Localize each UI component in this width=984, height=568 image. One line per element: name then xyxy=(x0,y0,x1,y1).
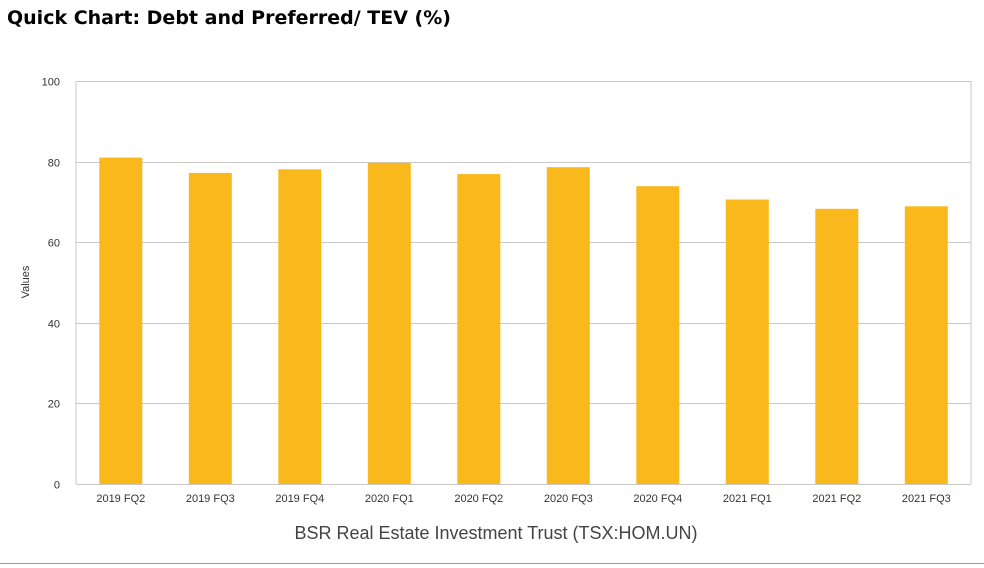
bar xyxy=(367,162,411,485)
y-tick-label: 100 xyxy=(42,77,60,89)
bar xyxy=(904,206,948,485)
chart-title: Quick Chart: Debt and Preferred/ TEV (%) xyxy=(7,7,451,29)
bar xyxy=(99,157,143,484)
x-tick-label: 2020 FQ1 xyxy=(365,493,414,505)
bottom-divider xyxy=(0,563,984,564)
x-tick-label: 2020 FQ4 xyxy=(633,493,682,505)
x-tick-labels: 2019 FQ2 2019 FQ3 2019 FQ4 2020 FQ1 2020 FQ2… xyxy=(96,493,950,505)
y-axis-label: Values xyxy=(20,265,32,298)
y-tick-label: 80 xyxy=(48,158,60,170)
x-tick-label: 2021 FQ3 xyxy=(902,493,951,505)
y-tick-labels: 0 20 40 60 80 100 xyxy=(42,77,60,492)
x-axis-label: BSR Real Estate Investment Trust (TSX:HO… xyxy=(294,523,697,543)
bar xyxy=(725,199,769,484)
y-tick-label: 20 xyxy=(48,399,60,411)
x-tick-label: 2019 FQ4 xyxy=(275,493,324,505)
y-tick-label: 0 xyxy=(54,480,60,492)
x-tick-label: 2019 FQ3 xyxy=(186,493,235,505)
y-tick-label: 40 xyxy=(48,319,60,331)
x-tick-label: 2020 FQ2 xyxy=(454,493,503,505)
bar xyxy=(188,172,232,484)
x-tick-label: 2021 FQ1 xyxy=(723,493,772,505)
bar-layer xyxy=(99,157,948,485)
x-tick-label: 2021 FQ2 xyxy=(812,493,861,505)
bar xyxy=(546,167,590,484)
y-tick-label: 60 xyxy=(48,238,60,250)
bar xyxy=(457,174,501,484)
bar xyxy=(278,169,322,485)
x-tick-label: 2020 FQ3 xyxy=(544,493,593,505)
x-tick-label: 2019 FQ2 xyxy=(96,493,145,505)
bar xyxy=(636,186,680,484)
bar xyxy=(815,208,859,485)
